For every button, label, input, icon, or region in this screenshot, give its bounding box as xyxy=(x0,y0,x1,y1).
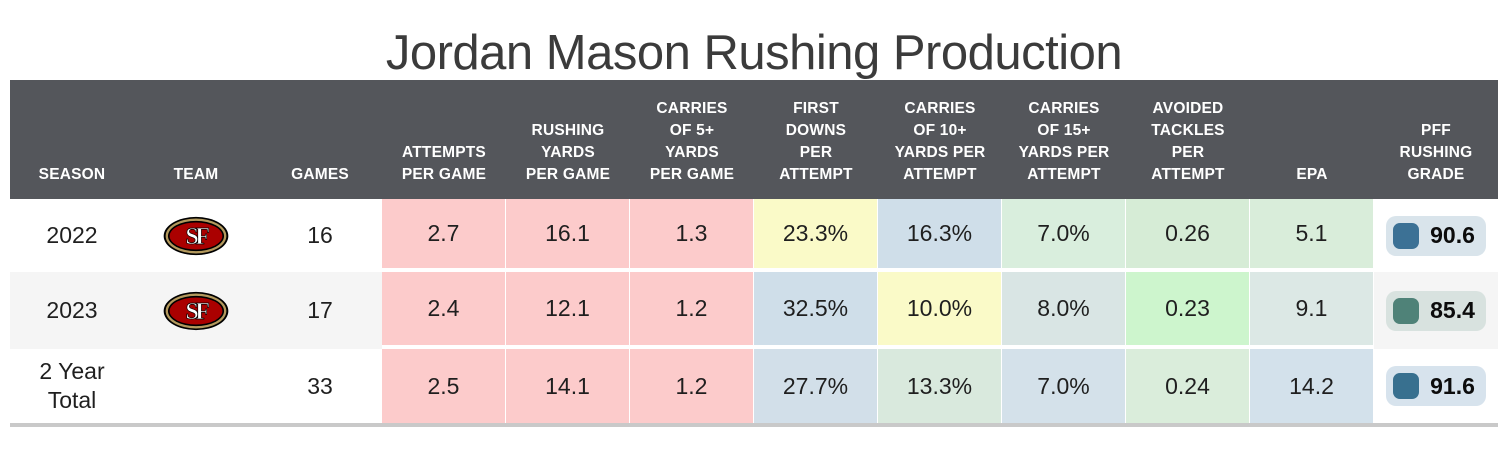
attempts-per-game-cell: 2.4 xyxy=(382,272,506,349)
carries-10plus-cell: 10.0% xyxy=(878,272,1002,349)
epa-cell: 9.1 xyxy=(1250,272,1374,349)
carries-15plus-cell: 8.0% xyxy=(1002,272,1126,349)
column-header-first-downs: FIRST DOWNS PER ATTEMPT xyxy=(779,100,853,183)
epa-cell: 14.2 xyxy=(1250,349,1374,423)
table-row-2023: 2023 SF 17 2.4 12.1 1.2 32.5% 10.0% 8.0%… xyxy=(10,272,1498,349)
grade-badge: 85.4 xyxy=(1386,290,1486,331)
svg-text:SF: SF xyxy=(185,223,209,249)
season-cell: 2022 xyxy=(46,222,98,249)
column-header-avoided-tackles: AVOIDED TACKLES PER ATTEMPT xyxy=(1151,100,1225,183)
carries-10plus-cell: 16.3% xyxy=(878,199,1002,272)
grade-value: 85.4 xyxy=(1430,297,1475,324)
pff-grade-cell: 90.6 xyxy=(1374,199,1498,272)
team-cell: SF xyxy=(134,199,258,272)
column-header-team: TEAM xyxy=(173,166,219,183)
table-row-2022: 2022 SF 16 2.7 16.1 1.3 23.3% 16.3% 7.0%… xyxy=(10,199,1498,272)
pff-grade-cell: 91.6 xyxy=(1374,349,1498,423)
table-header-row: SEASON TEAM GAMES ATTEMPTS PER GAME RUSH… xyxy=(10,80,1498,199)
rushing-yards-cell: 14.1 xyxy=(506,349,630,423)
first-downs-cell: 32.5% xyxy=(754,272,878,349)
column-header-carries-5plus: CARRIES OF 5+ YARDS PER GAME xyxy=(649,100,735,183)
grade-badge: 90.6 xyxy=(1386,215,1486,256)
games-cell: 16 xyxy=(307,222,333,249)
svg-text:SF: SF xyxy=(185,298,209,324)
grade-swatch-icon xyxy=(1393,297,1420,324)
column-header-attempts-per-game: ATTEMPTS PER GAME xyxy=(401,144,487,183)
games-cell: 33 xyxy=(307,372,333,399)
carries-5plus-cell: 1.3 xyxy=(630,199,754,272)
column-header-carries-10plus: CARRIES OF 10+ YARDS PER ATTEMPT xyxy=(894,100,986,183)
grade-value: 91.6 xyxy=(1430,372,1475,399)
grade-swatch-icon xyxy=(1393,222,1420,249)
rushing-yards-cell: 12.1 xyxy=(506,272,630,349)
column-header-pff-rushing-grade: PFF RUSHING GRADE xyxy=(1399,122,1473,183)
attempts-per-game-cell: 2.7 xyxy=(382,199,506,272)
pff-grade-cell: 85.4 xyxy=(1374,272,1498,349)
carries-15plus-cell: 7.0% xyxy=(1002,199,1126,272)
carries-15plus-cell: 7.0% xyxy=(1002,349,1126,423)
avoided-tackles-cell: 0.24 xyxy=(1126,349,1250,423)
column-header-games: GAMES xyxy=(291,166,349,183)
grade-badge: 91.6 xyxy=(1386,366,1486,406)
team-cell xyxy=(134,349,258,423)
epa-cell: 5.1 xyxy=(1250,199,1374,272)
grade-swatch-icon xyxy=(1393,373,1420,399)
grade-value: 90.6 xyxy=(1430,222,1475,249)
page-title: Jordan Mason Rushing Production xyxy=(385,26,1123,80)
column-header-season: SEASON xyxy=(38,166,106,183)
column-header-carries-15plus: CARRIES OF 15+ YARDS PER ATTEMPT xyxy=(1018,100,1110,183)
table-row-2year-total: 2 Year Total 33 2.5 14.1 1.2 27.7% 13.3%… xyxy=(10,349,1498,423)
carries-10plus-cell: 13.3% xyxy=(878,349,1002,423)
season-cell: 2 Year Total xyxy=(39,358,105,413)
games-cell: 17 xyxy=(258,272,382,349)
rushing-yards-cell: 16.1 xyxy=(506,199,630,272)
column-header-epa: EPA xyxy=(1296,166,1328,183)
team-logo-49ers-icon: SF xyxy=(163,216,229,255)
bottom-divider xyxy=(10,423,1498,427)
carries-5plus-cell: 1.2 xyxy=(630,349,754,423)
avoided-tackles-cell: 0.26 xyxy=(1126,199,1250,272)
column-header-rushing-yards-per-game: RUSHING YARDS PER GAME xyxy=(525,122,611,183)
team-logo-49ers-icon: SF xyxy=(163,291,229,330)
first-downs-cell: 23.3% xyxy=(754,199,878,272)
stats-table: SEASON TEAM GAMES ATTEMPTS PER GAME RUSH… xyxy=(10,80,1498,423)
season-cell: 2023 xyxy=(10,272,134,349)
attempts-per-game-cell: 2.5 xyxy=(382,349,506,423)
first-downs-cell: 27.7% xyxy=(754,349,878,423)
carries-5plus-cell: 1.2 xyxy=(630,272,754,349)
team-cell: SF xyxy=(134,272,258,349)
avoided-tackles-cell: 0.23 xyxy=(1126,272,1250,349)
